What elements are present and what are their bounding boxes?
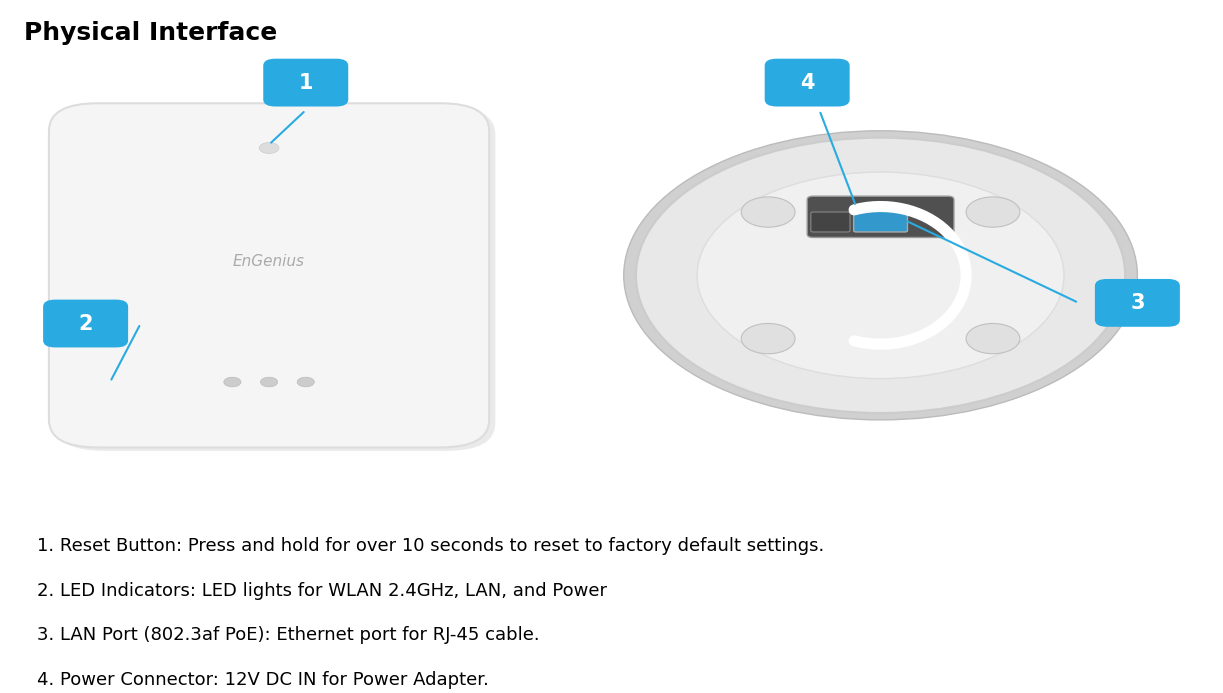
FancyBboxPatch shape xyxy=(807,196,954,238)
Circle shape xyxy=(966,324,1020,353)
FancyBboxPatch shape xyxy=(854,205,907,232)
Text: 4: 4 xyxy=(800,73,815,93)
FancyBboxPatch shape xyxy=(263,59,349,107)
Circle shape xyxy=(297,377,314,387)
Text: 3: 3 xyxy=(1130,293,1145,313)
Text: 4. Power Connector: 12V DC IN for Power Adapter.: 4. Power Connector: 12V DC IN for Power … xyxy=(37,671,488,689)
Circle shape xyxy=(224,377,241,387)
Circle shape xyxy=(624,131,1137,420)
Circle shape xyxy=(636,138,1125,413)
FancyBboxPatch shape xyxy=(49,103,489,448)
FancyBboxPatch shape xyxy=(43,299,128,347)
FancyBboxPatch shape xyxy=(55,107,495,451)
Text: 3. LAN Port (802.3af PoE): Ethernet port for RJ-45 cable.: 3. LAN Port (802.3af PoE): Ethernet port… xyxy=(37,626,539,644)
Circle shape xyxy=(741,324,795,353)
Circle shape xyxy=(966,197,1020,227)
Circle shape xyxy=(260,377,278,387)
Circle shape xyxy=(741,197,795,227)
FancyBboxPatch shape xyxy=(811,212,850,232)
Text: 1: 1 xyxy=(298,73,313,93)
Text: 2. LED Indicators: LED lights for WLAN 2.4GHz, LAN, and Power: 2. LED Indicators: LED lights for WLAN 2… xyxy=(37,581,607,599)
Circle shape xyxy=(697,172,1064,378)
Text: 2: 2 xyxy=(78,313,93,333)
FancyBboxPatch shape xyxy=(1095,279,1180,327)
FancyBboxPatch shape xyxy=(764,59,850,107)
Text: Physical Interface: Physical Interface xyxy=(24,21,278,44)
Circle shape xyxy=(259,143,279,154)
Text: EnGenius: EnGenius xyxy=(234,254,305,269)
Text: 1. Reset Button: Press and hold for over 10 seconds to reset to factory default : 1. Reset Button: Press and hold for over… xyxy=(37,537,824,555)
